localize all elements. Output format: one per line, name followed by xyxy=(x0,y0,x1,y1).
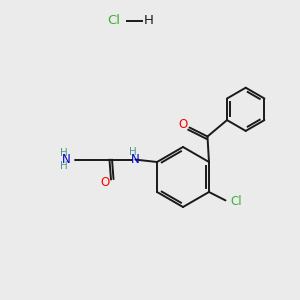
Text: O: O xyxy=(178,118,188,131)
Text: N: N xyxy=(131,153,140,166)
Text: H: H xyxy=(129,147,137,157)
Text: H: H xyxy=(59,161,67,171)
Text: Cl: Cl xyxy=(230,195,242,208)
Text: O: O xyxy=(100,176,110,189)
Text: Cl: Cl xyxy=(107,14,121,28)
Text: H: H xyxy=(59,148,67,158)
Text: N: N xyxy=(62,153,71,166)
Text: H: H xyxy=(144,14,153,28)
